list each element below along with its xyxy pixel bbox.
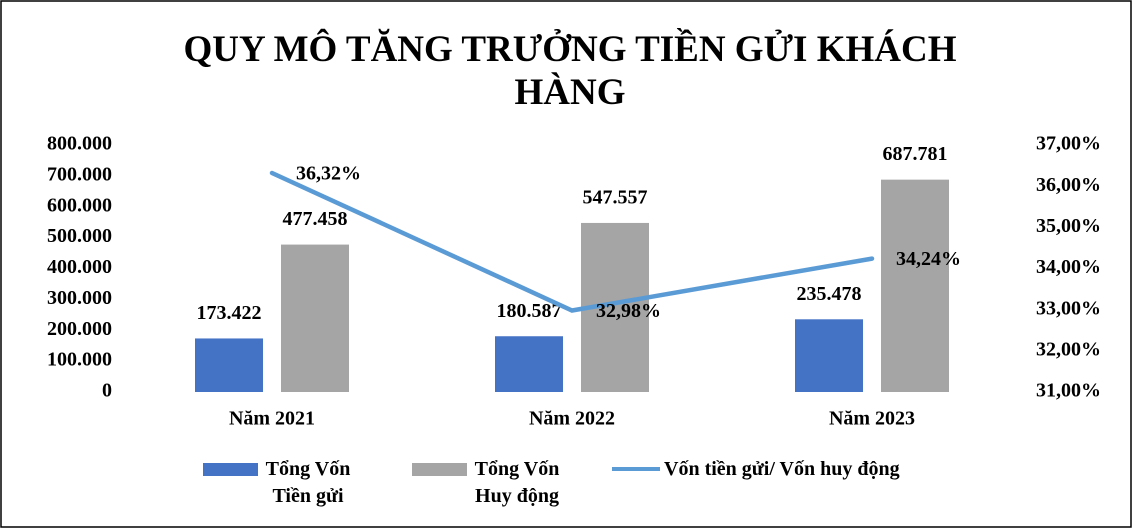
bar bbox=[881, 179, 949, 392]
y2-tick-label: 37,00% bbox=[1036, 133, 1101, 155]
chart-title: QUY MÔ TĂNG TRƯỞNG TIỀN GỬI KHÁCH HÀNG bbox=[183, 29, 957, 113]
y-tick-label: 0 bbox=[102, 380, 112, 402]
y2-tick-label: 35,00% bbox=[1036, 215, 1101, 237]
bar-value-label: 687.781 bbox=[883, 143, 948, 165]
x-tick-label: Năm 2021 bbox=[229, 408, 315, 430]
legend-swatch bbox=[612, 467, 660, 471]
bar bbox=[495, 336, 563, 392]
y2-tick-label: 31,00% bbox=[1036, 380, 1101, 402]
y-tick-label: 100.000 bbox=[47, 349, 112, 371]
legend-label: Tổng Vốn Huy động bbox=[474, 458, 560, 507]
y2-tick-label: 33,00% bbox=[1036, 297, 1101, 319]
legend-swatch bbox=[203, 463, 258, 476]
x-tick-label: Năm 2023 bbox=[829, 408, 915, 430]
bar-value-label: 547.557 bbox=[583, 187, 648, 209]
bar-value-label: 477.458 bbox=[283, 208, 348, 230]
legend-label: Vốn tiền gửi/ Vốn huy động bbox=[664, 458, 900, 480]
x-tick-label: Năm 2022 bbox=[529, 408, 615, 430]
y-tick-label: 700.000 bbox=[47, 163, 112, 185]
legend-label: Tổng Vốn Tiền gửi bbox=[265, 458, 351, 507]
y-tick-label: 200.000 bbox=[47, 318, 112, 340]
y-tick-label: 300.000 bbox=[47, 287, 112, 309]
legend-swatch bbox=[412, 463, 467, 476]
y2-tick-label: 36,00% bbox=[1036, 174, 1101, 196]
bar-value-label: 235.478 bbox=[797, 283, 862, 305]
line bbox=[269, 170, 875, 313]
line-value-label: 34,24% bbox=[896, 248, 961, 270]
y2-tick-label: 34,00% bbox=[1036, 256, 1101, 278]
bar bbox=[195, 338, 263, 392]
y-tick-label: 500.000 bbox=[47, 225, 112, 247]
y-tick-label: 400.000 bbox=[47, 256, 112, 278]
bar-value-label: 180.587 bbox=[497, 300, 562, 322]
bar bbox=[281, 244, 349, 392]
bar bbox=[795, 319, 863, 392]
bar-value-label: 173.422 bbox=[197, 302, 262, 324]
y2-tick-label: 32,00% bbox=[1036, 338, 1101, 360]
y-tick-label: 800.000 bbox=[47, 133, 112, 155]
y-tick-label: 600.000 bbox=[47, 194, 112, 216]
line-value-label: 36,32% bbox=[296, 163, 361, 185]
line-value-label: 32,98% bbox=[596, 300, 661, 322]
